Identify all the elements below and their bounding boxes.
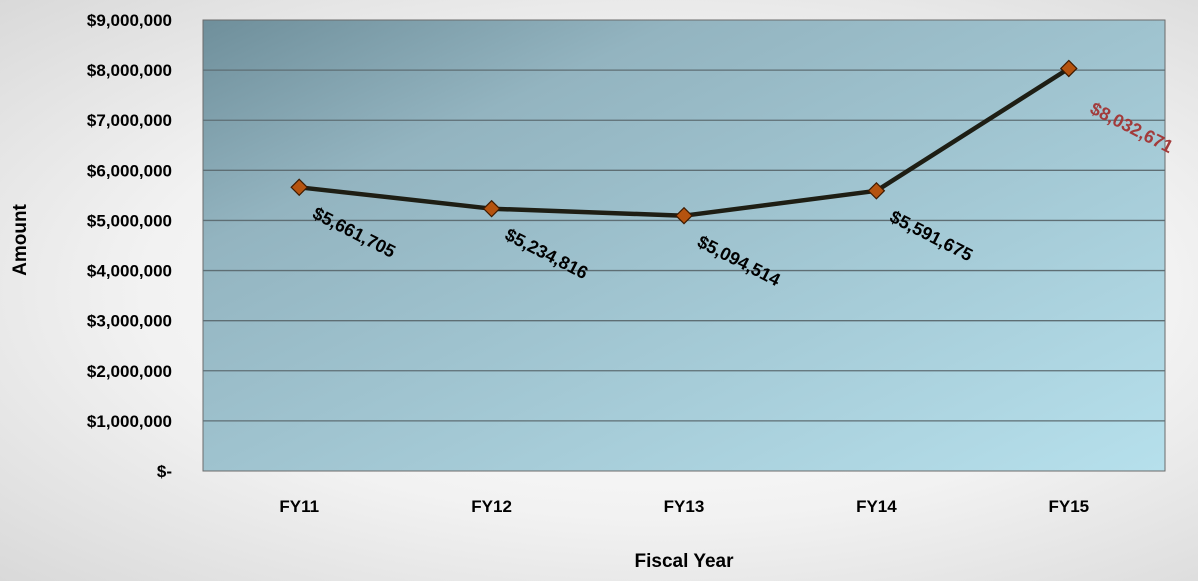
y-tick-label: $- <box>157 462 172 481</box>
y-axis-tick-labels: $9,000,000 $8,000,000 $7,000,000 $6,000,000… <box>87 11 172 481</box>
y-tick-label: $2,000,000 <box>87 362 172 381</box>
data-point-marker <box>675 206 693 225</box>
y-tick-label: $8,000,000 <box>87 61 172 80</box>
x-axis-tick-labels: FY11 FY12 FY13 FY14 FY15 <box>279 497 1089 516</box>
y-tick-label: $1,000,000 <box>87 412 172 431</box>
x-tick-label: FY14 <box>856 497 897 516</box>
y-tick-label: $9,000,000 <box>87 11 172 30</box>
y-tick-label: $7,000,000 <box>87 111 172 130</box>
x-tick-label: FY15 <box>1048 497 1089 516</box>
data-markers <box>290 59 1078 225</box>
data-point-marker <box>867 181 886 200</box>
y-tick-label: $5,000,000 <box>87 211 172 230</box>
y-tick-label: $6,000,000 <box>87 161 172 180</box>
y-axis-title: Amount <box>10 203 31 275</box>
x-tick-label: FY11 <box>279 497 319 516</box>
y-tick-label: $4,000,000 <box>87 262 172 281</box>
data-point-marker <box>482 199 501 218</box>
y-tick-label: $3,000,000 <box>87 312 172 331</box>
x-axis-title: Fiscal Year <box>635 551 735 572</box>
data-point-marker <box>290 178 309 197</box>
x-tick-label: FY12 <box>471 497 512 516</box>
data-point-marker <box>1059 59 1078 78</box>
x-tick-label: FY13 <box>664 497 705 516</box>
plot-area <box>202 19 1166 472</box>
gridlines <box>203 69 1165 422</box>
